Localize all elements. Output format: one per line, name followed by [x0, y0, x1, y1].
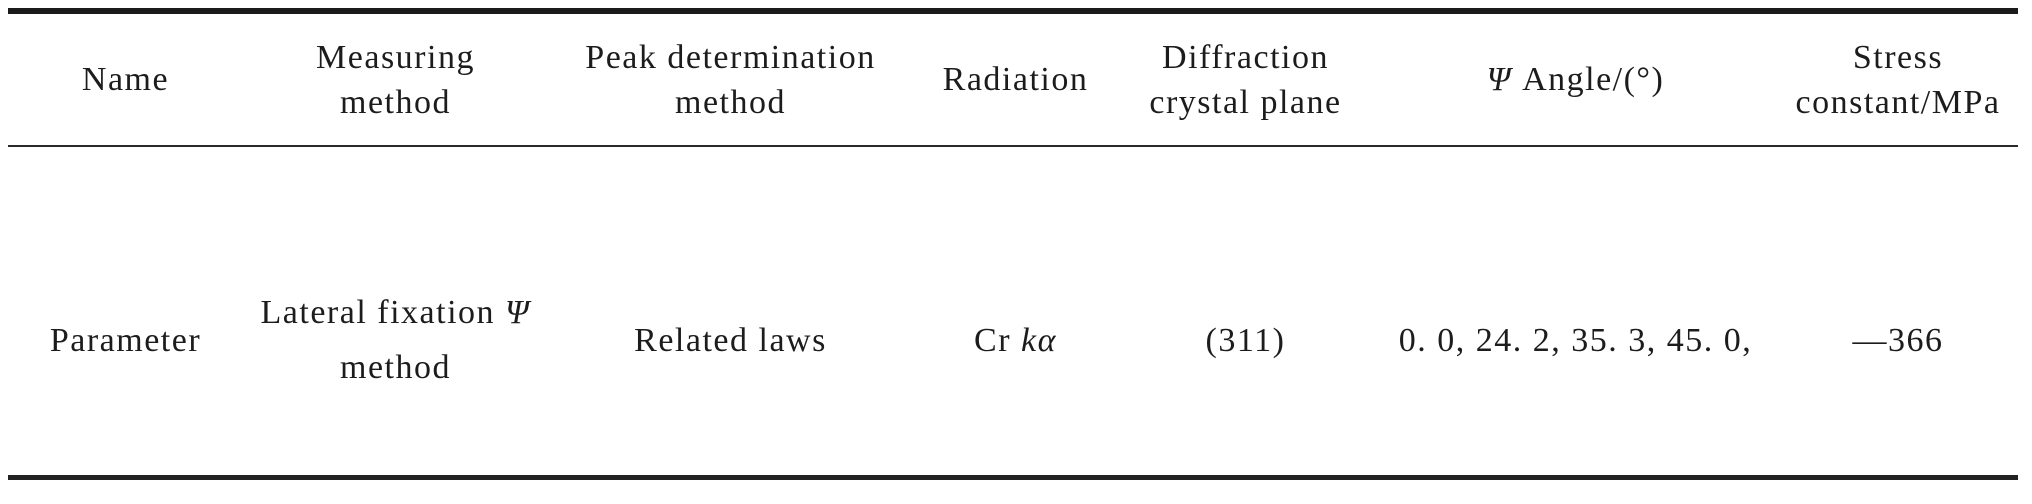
header-label: method: [340, 83, 451, 121]
cell-measuring-method: Lateral fixation Ψ method: [243, 146, 548, 478]
col-header-peak-determination-method: Peak determination method: [548, 11, 913, 146]
header-label: Diffraction: [1162, 38, 1329, 76]
cell-psi-angles: 0. 0, 24. 2, 35. 3, 45. 0,: [1398, 321, 1753, 359]
header-label: Name: [81, 61, 170, 98]
header-label: Peak determination: [585, 38, 876, 76]
header-label: crystal plane: [1149, 83, 1342, 121]
header-label-rest: Angle/(°): [1512, 61, 1665, 98]
radiation-element: Cr: [974, 321, 1022, 359]
header-label: constant/MPa: [1795, 83, 2001, 121]
header-label: Ψ Angle/(°): [1377, 57, 1774, 102]
radiation-line-symbol: kα: [1021, 321, 1057, 359]
col-header-stress-constant: Stress constant/MPa: [1778, 11, 2018, 146]
cell-name: Parameter: [49, 321, 202, 359]
cell-radiation: Cr kα: [913, 146, 1118, 478]
header-label: method: [675, 83, 786, 121]
header-row: Name Measuring method Peak determination…: [8, 11, 2018, 146]
psi-symbol: Ψ: [505, 294, 531, 331]
measuring-method-text: Lateral fixation: [260, 294, 506, 331]
header-label: Radiation: [942, 61, 1089, 98]
header-label: Measuring: [316, 38, 475, 76]
cell-peak-determination-method: Related laws: [634, 321, 827, 359]
col-header-name: Name: [8, 11, 243, 146]
measurement-parameters-table: Name Measuring method Peak determination…: [8, 8, 2018, 480]
col-header-diffraction-crystal-plane: Diffraction crystal plane: [1118, 11, 1373, 146]
measurement-parameters-table-wrap: Name Measuring method Peak determination…: [8, 8, 2018, 480]
measuring-method-line1: Lateral fixation Ψ: [247, 285, 544, 340]
col-header-radiation: Radiation: [913, 11, 1118, 146]
cell-stress-constant: —366: [1852, 321, 1944, 359]
col-header-measuring-method: Measuring method: [243, 11, 548, 146]
header-label: Stress: [1852, 38, 1944, 76]
col-header-psi-angle: Ψ Angle/(°): [1373, 11, 1778, 146]
table-row-parameter: Parameter Lateral fixation Ψ method Rela…: [8, 146, 2018, 478]
measuring-method-line2: method: [340, 349, 451, 386]
psi-symbol: Ψ: [1486, 61, 1513, 98]
cell-diffraction-crystal-plane: (311): [1205, 321, 1286, 359]
table-header: Name Measuring method Peak determination…: [8, 11, 2018, 146]
table-body: Parameter Lateral fixation Ψ method Rela…: [8, 146, 2018, 478]
